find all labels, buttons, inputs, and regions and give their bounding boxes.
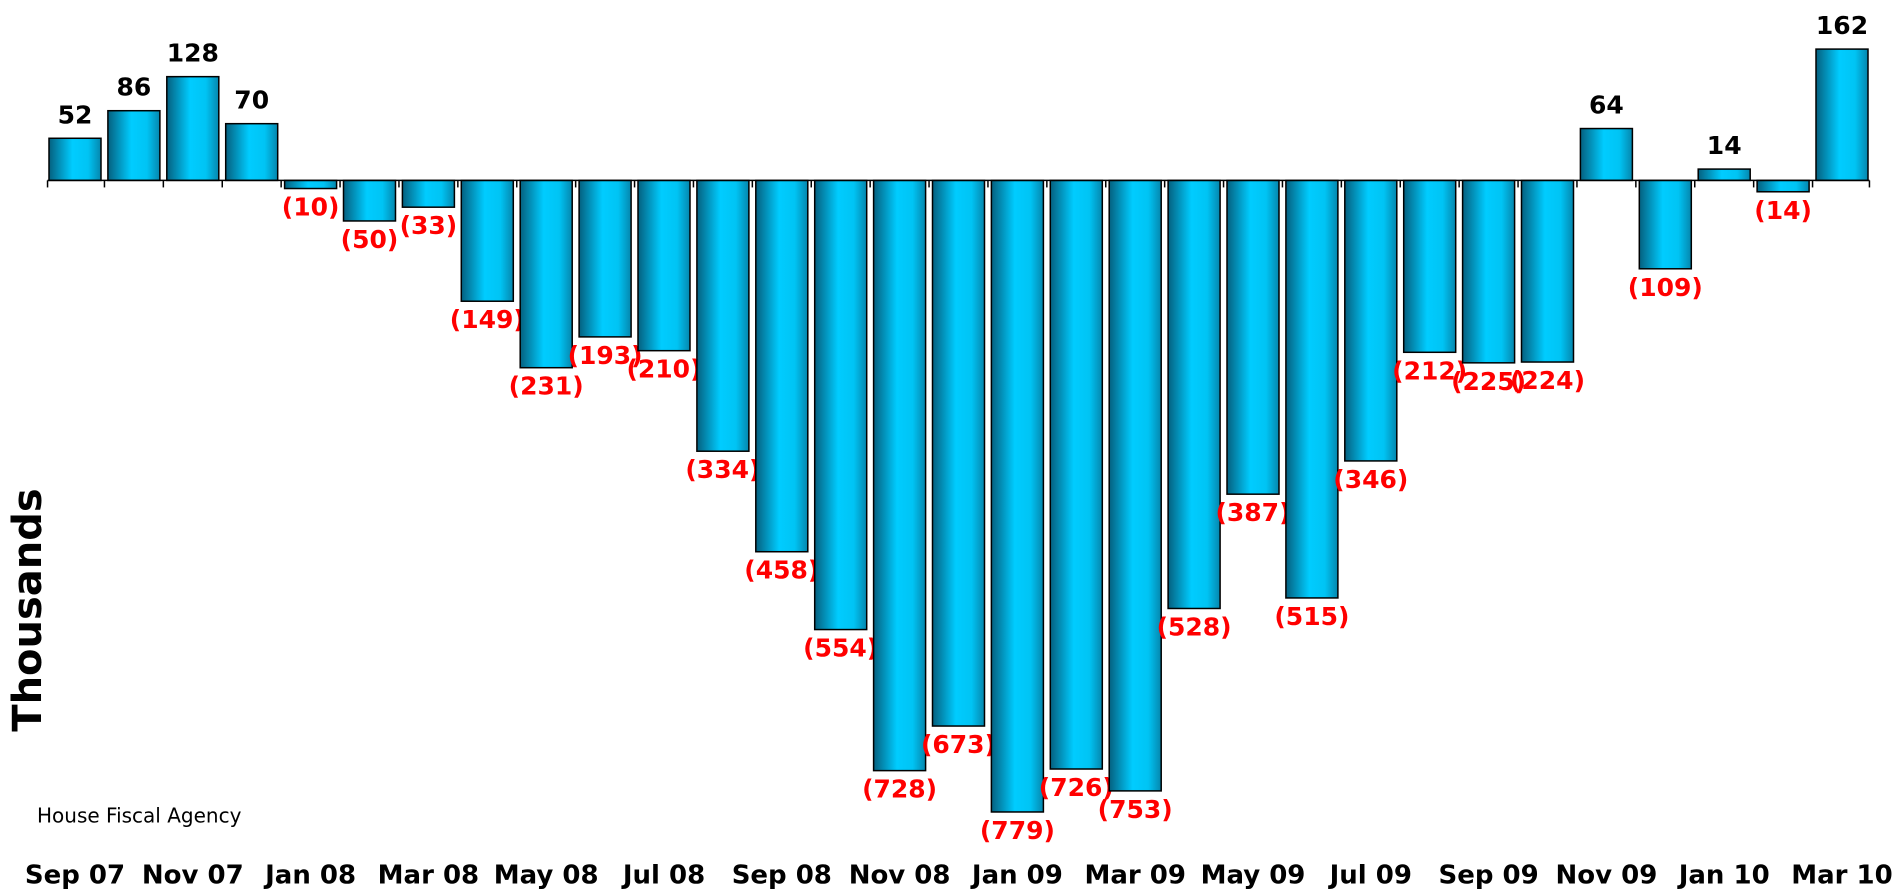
x-tick-label: Jan 09 <box>970 861 1063 889</box>
x-tick-label: Sep 09 <box>1438 861 1538 889</box>
data-label: (149) <box>450 305 525 334</box>
data-label: (779) <box>980 816 1055 845</box>
data-label: (10) <box>282 193 340 222</box>
data-label: (224) <box>1510 366 1585 395</box>
bar <box>813 179 868 631</box>
bar <box>107 109 161 182</box>
x-tick-label: Nov 07 <box>142 861 244 889</box>
x-tick-label: Mar 10 <box>1791 861 1892 889</box>
data-label: 52 <box>58 100 93 129</box>
data-label: 162 <box>1816 11 1868 40</box>
x-tick-label: Jul 09 <box>1328 861 1412 889</box>
x-tick-label: May 08 <box>494 861 599 889</box>
data-label: (231) <box>509 372 584 401</box>
bar <box>1402 179 1457 354</box>
x-tick-label: Sep 08 <box>732 861 832 889</box>
data-label: (14) <box>1754 196 1812 225</box>
data-label: 86 <box>117 73 152 102</box>
bar <box>1226 179 1280 495</box>
bar <box>1697 168 1751 182</box>
data-label: (225) <box>1451 367 1526 396</box>
data-label: 14 <box>1707 131 1742 160</box>
bar <box>1049 179 1104 770</box>
bar <box>1461 179 1516 364</box>
data-label: (33) <box>400 211 458 240</box>
data-label: (726) <box>1039 773 1114 802</box>
data-label: (515) <box>1274 602 1349 631</box>
x-tick-label: Sep 07 <box>25 861 125 889</box>
x-tick-label: May 09 <box>1201 861 1306 889</box>
x-tick-label: Jan 08 <box>263 861 356 889</box>
bar <box>283 179 338 190</box>
bar <box>166 75 220 182</box>
data-label: (673) <box>921 730 996 759</box>
bar <box>1756 179 1810 193</box>
bar <box>872 179 927 772</box>
bar <box>755 179 809 553</box>
data-label: (728) <box>862 775 937 804</box>
x-tick-label: Nov 08 <box>849 861 951 889</box>
bar <box>1520 179 1575 363</box>
bar <box>1344 179 1398 462</box>
bar <box>224 122 279 182</box>
bar <box>48 137 102 182</box>
data-label: (346) <box>1333 465 1408 494</box>
y-axis-label: Thousands <box>5 488 51 731</box>
bar <box>578 179 632 338</box>
data-label: 70 <box>234 86 269 115</box>
data-label: (753) <box>1098 795 1173 824</box>
bar <box>1579 127 1634 182</box>
bar <box>696 179 750 452</box>
bar <box>401 179 456 208</box>
bar <box>342 179 397 222</box>
bar <box>1638 179 1693 270</box>
data-label: (334) <box>685 455 760 484</box>
bar <box>460 179 515 302</box>
bar <box>990 179 1045 813</box>
bar <box>1815 48 1869 182</box>
data-label: (212) <box>1392 356 1467 385</box>
bar <box>1167 179 1221 610</box>
bar <box>1108 179 1162 792</box>
source-note: House Fiscal Agency <box>37 804 242 828</box>
data-label: (387) <box>1215 498 1290 527</box>
x-tick-label: Jul 08 <box>621 861 705 889</box>
x-tick-label: Mar 08 <box>378 861 479 889</box>
data-label: (193) <box>568 341 643 370</box>
data-label: (458) <box>744 556 819 585</box>
bar <box>1285 179 1339 599</box>
data-label: (554) <box>803 634 878 663</box>
data-label: (210) <box>626 355 701 384</box>
bar <box>519 179 573 369</box>
data-label: 64 <box>1589 91 1624 120</box>
x-tick-label: Mar 09 <box>1084 861 1185 889</box>
x-tick-label: Jan 10 <box>1677 861 1770 889</box>
data-label: (109) <box>1628 273 1703 302</box>
data-label: (50) <box>341 225 399 254</box>
data-label: (528) <box>1157 612 1232 641</box>
bar <box>637 179 691 352</box>
bar <box>931 179 986 727</box>
data-label: 128 <box>167 39 219 68</box>
x-tick-label: Nov 09 <box>1555 861 1657 889</box>
